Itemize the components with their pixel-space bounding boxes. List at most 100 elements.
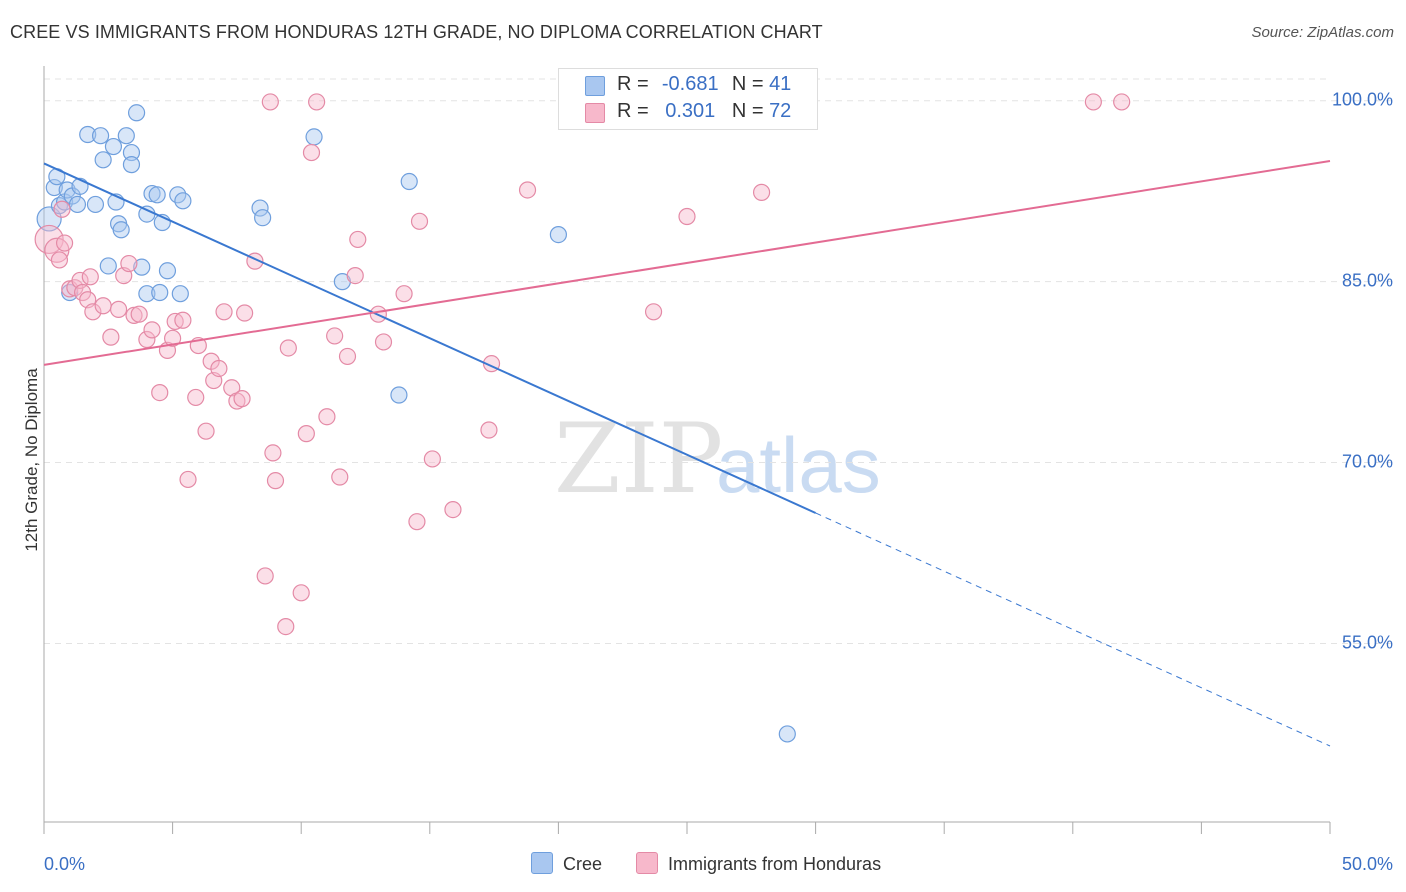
honduras-point <box>102 328 120 346</box>
honduras-point <box>408 513 426 531</box>
honduras-point <box>326 327 344 345</box>
y-tick-label: 55.0% <box>1342 632 1393 652</box>
honduras-point <box>264 444 282 462</box>
n-label: N = <box>731 100 764 122</box>
cree-point <box>138 285 156 303</box>
honduras-point <box>50 251 69 269</box>
honduras-point <box>84 303 102 321</box>
cree-point <box>778 725 796 743</box>
honduras-point <box>331 468 349 486</box>
honduras-n-value: 72 <box>769 100 792 122</box>
honduras-point <box>179 470 197 489</box>
cree-point <box>254 209 272 227</box>
honduras-point <box>197 422 215 440</box>
honduras-point <box>318 408 336 426</box>
honduras-point <box>292 584 310 602</box>
cree-point <box>251 199 269 217</box>
honduras-point <box>277 618 295 636</box>
cree-point <box>549 225 568 244</box>
cree-legend-swatch <box>531 852 553 874</box>
cree-point <box>91 127 110 145</box>
honduras-point <box>233 390 251 408</box>
cree-point <box>158 262 177 280</box>
cree-n-value: 41 <box>769 73 792 95</box>
y-tick-label: 100.0% <box>1332 90 1393 110</box>
honduras-point <box>297 425 315 443</box>
honduras-point <box>187 388 205 407</box>
cree-point <box>127 104 146 122</box>
honduras-point <box>444 501 462 519</box>
honduras-point <box>308 93 326 111</box>
cree-point <box>133 258 151 276</box>
x-tick-label: 0.0% <box>44 854 85 874</box>
cree-point <box>305 128 323 146</box>
x-tick-label: 50.0% <box>1342 854 1393 874</box>
honduras-point <box>410 212 429 230</box>
y-tick-label: 85.0% <box>1342 271 1393 291</box>
honduras-point <box>346 267 364 285</box>
cree-point <box>117 127 135 145</box>
honduras-point <box>302 143 321 162</box>
honduras-point <box>130 305 148 323</box>
cree-r-value: -0.681 <box>661 73 719 95</box>
cree-point <box>112 221 130 239</box>
honduras-point <box>1113 93 1131 111</box>
honduras-point <box>210 359 228 378</box>
cree-point <box>174 192 192 210</box>
cree-point <box>400 172 418 191</box>
cree-point <box>99 257 117 275</box>
cree-point <box>86 195 105 214</box>
honduras-point <box>374 333 393 351</box>
honduras-point <box>143 321 161 339</box>
cree-point <box>104 137 123 156</box>
honduras-swatch <box>585 103 605 123</box>
cree-point <box>390 386 408 404</box>
correlation-legend: R = -0.681 N = 41 R = 0.301 N = 72 <box>558 68 818 130</box>
honduras-point <box>644 303 663 321</box>
honduras-point <box>349 230 367 249</box>
cree-point <box>45 178 63 197</box>
cree-point <box>94 151 112 169</box>
cree-trend-extension <box>815 512 1331 747</box>
honduras-point <box>279 339 297 357</box>
n-label: N = <box>731 73 764 95</box>
source-credit: Source: ZipAtlas.com <box>1251 24 1394 41</box>
honduras-point <box>678 207 696 226</box>
cree-point <box>61 283 79 302</box>
cree-point <box>68 195 87 214</box>
honduras-point <box>81 268 99 286</box>
r-label: R = <box>617 73 649 95</box>
honduras-point <box>261 93 279 111</box>
honduras-point <box>423 450 441 468</box>
honduras-point <box>151 384 169 402</box>
cree-point <box>151 283 169 302</box>
cree-point <box>79 125 97 144</box>
honduras-point <box>109 300 128 318</box>
honduras-point <box>223 379 241 397</box>
honduras-trend-line <box>43 160 1331 366</box>
honduras-point <box>94 297 112 315</box>
honduras-point <box>480 421 498 439</box>
honduras-r-value: 0.301 <box>665 100 716 122</box>
watermark-atlas: atlas <box>716 421 881 509</box>
legend-item-honduras: Immigrants from Honduras <box>636 852 881 875</box>
honduras-point <box>266 472 285 490</box>
honduras-legend-swatch <box>636 852 658 874</box>
honduras-point <box>752 183 771 201</box>
honduras-point <box>174 311 192 329</box>
cree-point <box>122 143 141 162</box>
cree-legend-label: Cree <box>563 854 603 874</box>
r-label: R = <box>617 100 649 122</box>
honduras-point <box>138 330 156 349</box>
honduras-legend-label: Immigrants from Honduras <box>668 854 882 874</box>
chart-title: CREE VS IMMIGRANTS FROM HONDURAS 12TH GR… <box>10 22 823 42</box>
cree-point <box>148 186 166 204</box>
honduras-point <box>215 303 233 321</box>
honduras-point <box>164 329 182 347</box>
cree-point <box>171 285 189 303</box>
honduras-point <box>120 254 138 273</box>
cree-swatch <box>585 76 605 96</box>
legend-item-cree: Cree <box>531 852 602 875</box>
honduras-point <box>338 347 357 366</box>
